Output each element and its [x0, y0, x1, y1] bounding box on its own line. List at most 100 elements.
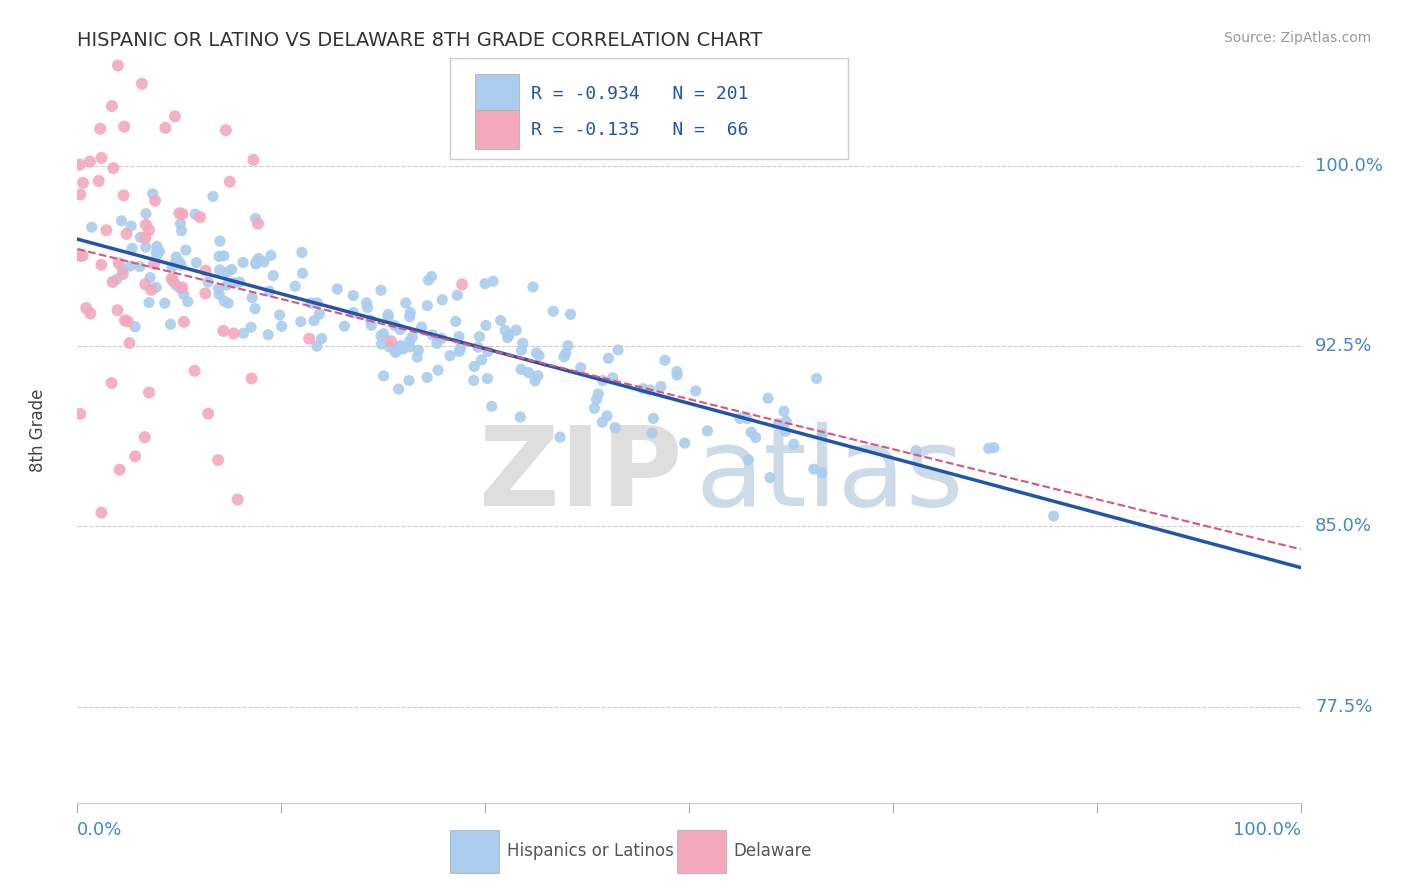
Point	[496, 331, 519, 345]
Point	[541, 304, 564, 318]
Point	[207, 282, 229, 296]
Point	[129, 230, 152, 244]
Point	[333, 319, 356, 334]
Point	[145, 244, 167, 259]
Point	[389, 322, 412, 336]
Point	[387, 382, 409, 396]
Point	[172, 207, 194, 221]
Point	[527, 368, 550, 383]
Point	[245, 257, 267, 271]
Point	[522, 280, 544, 294]
Point	[163, 109, 186, 123]
Point	[773, 404, 796, 418]
Point	[245, 255, 267, 269]
FancyBboxPatch shape	[475, 74, 519, 113]
Point	[89, 121, 111, 136]
Point	[222, 326, 245, 341]
Point	[215, 265, 238, 279]
Point	[380, 334, 402, 348]
Point	[135, 218, 157, 232]
Point	[169, 217, 191, 231]
Point	[96, 223, 118, 237]
Point	[108, 463, 131, 477]
Point	[87, 174, 110, 188]
Point	[557, 338, 579, 352]
Point	[392, 342, 415, 356]
Point	[174, 243, 197, 257]
Point	[194, 286, 217, 301]
Point	[474, 277, 496, 291]
Point	[124, 319, 146, 334]
Text: R = -0.135   N =  66: R = -0.135 N = 66	[531, 120, 748, 138]
Point	[139, 270, 162, 285]
Text: 0.0%: 0.0%	[77, 822, 122, 839]
Point	[201, 189, 224, 203]
Text: 85.0%: 85.0%	[1315, 517, 1372, 535]
Text: R = -0.934   N = 201: R = -0.934 N = 201	[531, 85, 748, 103]
FancyBboxPatch shape	[676, 830, 725, 872]
Point	[737, 452, 759, 467]
Point	[197, 407, 219, 421]
Point	[422, 327, 444, 342]
Point	[165, 278, 187, 293]
Point	[560, 307, 582, 321]
Point	[80, 220, 103, 235]
Point	[105, 272, 128, 286]
Point	[159, 318, 181, 332]
Point	[118, 259, 141, 273]
Point	[586, 387, 609, 401]
Point	[389, 339, 412, 353]
Point	[735, 411, 758, 425]
Point	[643, 411, 665, 425]
Point	[596, 409, 619, 423]
Point	[775, 424, 797, 438]
Point	[107, 303, 129, 318]
Point	[311, 332, 333, 346]
Point	[90, 151, 112, 165]
Point	[103, 161, 125, 176]
Point	[243, 301, 266, 316]
Point	[170, 258, 193, 272]
Point	[207, 453, 229, 467]
Point	[134, 277, 156, 292]
Point	[148, 244, 170, 259]
Point	[212, 249, 235, 263]
Point	[509, 410, 531, 425]
Point	[160, 271, 183, 285]
Point	[554, 346, 576, 360]
Point	[110, 214, 132, 228]
Point	[160, 260, 183, 274]
Point	[685, 384, 707, 398]
Point	[783, 437, 806, 451]
Point	[173, 287, 195, 301]
Point	[450, 341, 472, 355]
Point	[169, 281, 191, 295]
Text: Hispanics or Latinos: Hispanics or Latinos	[506, 842, 673, 860]
Point	[212, 324, 235, 338]
Point	[232, 326, 254, 341]
Point	[305, 339, 328, 353]
Point	[240, 320, 263, 334]
Point	[269, 308, 291, 322]
Point	[342, 305, 364, 319]
Point	[602, 370, 624, 384]
Point	[482, 274, 505, 288]
Point	[247, 252, 270, 266]
Point	[188, 211, 211, 225]
Point	[463, 374, 485, 388]
Point	[650, 379, 672, 393]
Point	[811, 466, 834, 480]
Point	[69, 158, 91, 172]
Point	[107, 58, 129, 72]
Point	[262, 268, 284, 283]
Point	[398, 374, 420, 388]
Text: 8th Grade: 8th Grade	[28, 389, 46, 472]
Point	[475, 318, 498, 333]
Point	[654, 353, 676, 368]
Text: ZIP: ZIP	[479, 422, 683, 529]
Point	[498, 327, 520, 342]
Point	[245, 211, 267, 226]
Point	[112, 120, 135, 134]
Point	[217, 296, 239, 310]
Point	[228, 275, 250, 289]
